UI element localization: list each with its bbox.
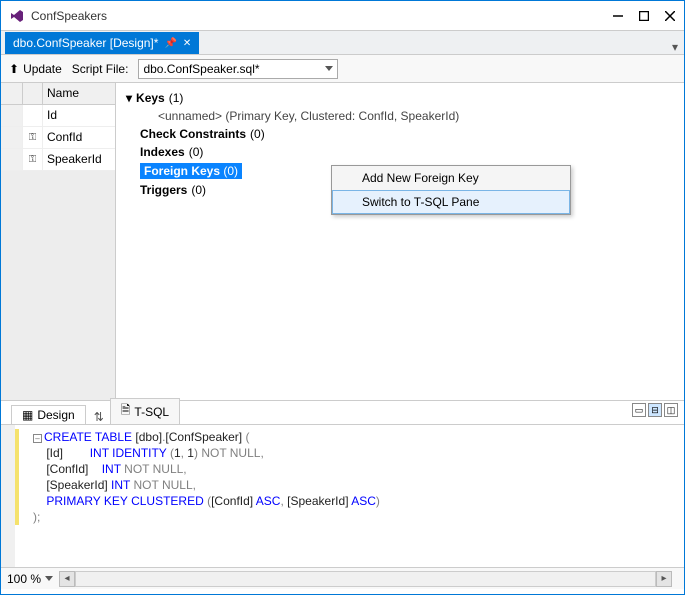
script-file-combo[interactable]: dbo.ConfSpeaker.sql* bbox=[138, 59, 338, 79]
maximize-button[interactable] bbox=[638, 10, 650, 22]
columns-grid[interactable]: Name Id ⚿ ConfId ⚿ SpeakerId bbox=[1, 83, 116, 400]
update-button[interactable]: ⬆ Update bbox=[9, 62, 62, 76]
grid-header: Name bbox=[1, 83, 115, 105]
status-bar: 100 % ◂ ▸ bbox=[1, 567, 684, 589]
window-buttons bbox=[612, 10, 676, 22]
context-menu: Add New Foreign Key Switch to T-SQL Pane bbox=[331, 165, 571, 215]
grid-empty-space bbox=[1, 171, 115, 400]
update-arrow-icon: ⬆ bbox=[9, 62, 19, 76]
chevron-down-icon bbox=[325, 66, 333, 71]
document-tab-label: dbo.ConfSpeaker [Design]* bbox=[13, 36, 158, 50]
grid-row[interactable]: ⚿ SpeakerId bbox=[1, 149, 115, 171]
column-name: SpeakerId bbox=[43, 149, 115, 170]
layout-btn-2[interactable]: ⊟ bbox=[648, 403, 662, 417]
minimize-button[interactable] bbox=[612, 10, 624, 22]
script-file-value: dbo.ConfSpeaker.sql* bbox=[143, 62, 259, 76]
update-label: Update bbox=[23, 62, 62, 76]
column-name: Id bbox=[43, 105, 115, 126]
tab-overflow-icon[interactable]: ▾ bbox=[666, 40, 684, 54]
tsql-pane-tab[interactable]: 🗎 T-SQL bbox=[110, 398, 180, 424]
title-bar: ConfSpeakers bbox=[1, 1, 684, 31]
expand-icon[interactable]: ▾ bbox=[126, 91, 132, 105]
designer-toolbar: ⬆ Update Script File: dbo.ConfSpeaker.sq… bbox=[1, 55, 684, 83]
menu-switch-tsql[interactable]: Switch to T-SQL Pane bbox=[332, 190, 570, 214]
zoom-combo[interactable]: 100 % bbox=[7, 572, 53, 586]
change-marker bbox=[15, 429, 19, 525]
key-icon bbox=[23, 105, 43, 126]
chevron-down-icon bbox=[45, 576, 53, 581]
keys-item[interactable]: <unnamed> (Primary Key, Clustered: ConfI… bbox=[126, 107, 674, 125]
swap-panes-icon[interactable]: ⇅ bbox=[88, 410, 110, 424]
pin-icon[interactable]: 📌 bbox=[164, 38, 176, 49]
grid-row[interactable]: ⚿ ConfId bbox=[1, 127, 115, 149]
column-header-name: Name bbox=[43, 83, 115, 104]
menu-add-foreign-key[interactable]: Add New Foreign Key bbox=[332, 166, 570, 190]
zoom-value: 100 % bbox=[7, 572, 41, 586]
vs-logo-icon bbox=[9, 8, 25, 24]
design-area: Name Id ⚿ ConfId ⚿ SpeakerId ▾ Keys (1) … bbox=[1, 83, 684, 401]
scroll-left-button[interactable]: ◂ bbox=[59, 571, 75, 587]
column-name: ConfId bbox=[43, 127, 115, 148]
layout-btn-1[interactable]: ▭ bbox=[632, 403, 646, 417]
indexes-node[interactable]: Indexes (0) bbox=[126, 143, 674, 161]
key-icon: ⚿ bbox=[23, 149, 43, 170]
design-pane-tab[interactable]: ▦ Design bbox=[11, 405, 86, 424]
window-title: ConfSpeakers bbox=[31, 9, 612, 23]
scroll-right-button[interactable]: ▸ bbox=[656, 571, 672, 587]
horizontal-scrollbar[interactable] bbox=[75, 571, 656, 587]
tsql-editor[interactable]: –CREATE TABLE [dbo].[ConfSpeaker] ( [Id]… bbox=[1, 425, 684, 567]
layout-btn-3[interactable]: ◫ bbox=[664, 403, 678, 417]
key-icon: ⚿ bbox=[23, 127, 43, 148]
script-file-label: Script File: bbox=[72, 62, 129, 76]
design-icon: ▦ bbox=[22, 408, 33, 422]
close-button[interactable] bbox=[664, 10, 676, 22]
tab-close-icon[interactable]: ✕ bbox=[183, 38, 191, 49]
check-constraints-node[interactable]: Check Constraints (0) bbox=[126, 125, 674, 143]
document-tab-strip: dbo.ConfSpeaker [Design]* 📌 ✕ ▾ bbox=[1, 31, 684, 55]
grid-row[interactable]: Id bbox=[1, 105, 115, 127]
properties-pane: ▾ Keys (1) <unnamed> (Primary Key, Clust… bbox=[116, 83, 684, 400]
pane-tab-strip: ▦ Design ⇅ 🗎 T-SQL ▭ ⊟ ◫ bbox=[1, 401, 684, 425]
keys-node[interactable]: ▾ Keys (1) bbox=[126, 89, 674, 107]
tsql-icon: 🗎 bbox=[121, 401, 131, 422]
fold-icon[interactable]: – bbox=[33, 434, 42, 443]
document-tab[interactable]: dbo.ConfSpeaker [Design]* 📌 ✕ bbox=[5, 32, 199, 54]
